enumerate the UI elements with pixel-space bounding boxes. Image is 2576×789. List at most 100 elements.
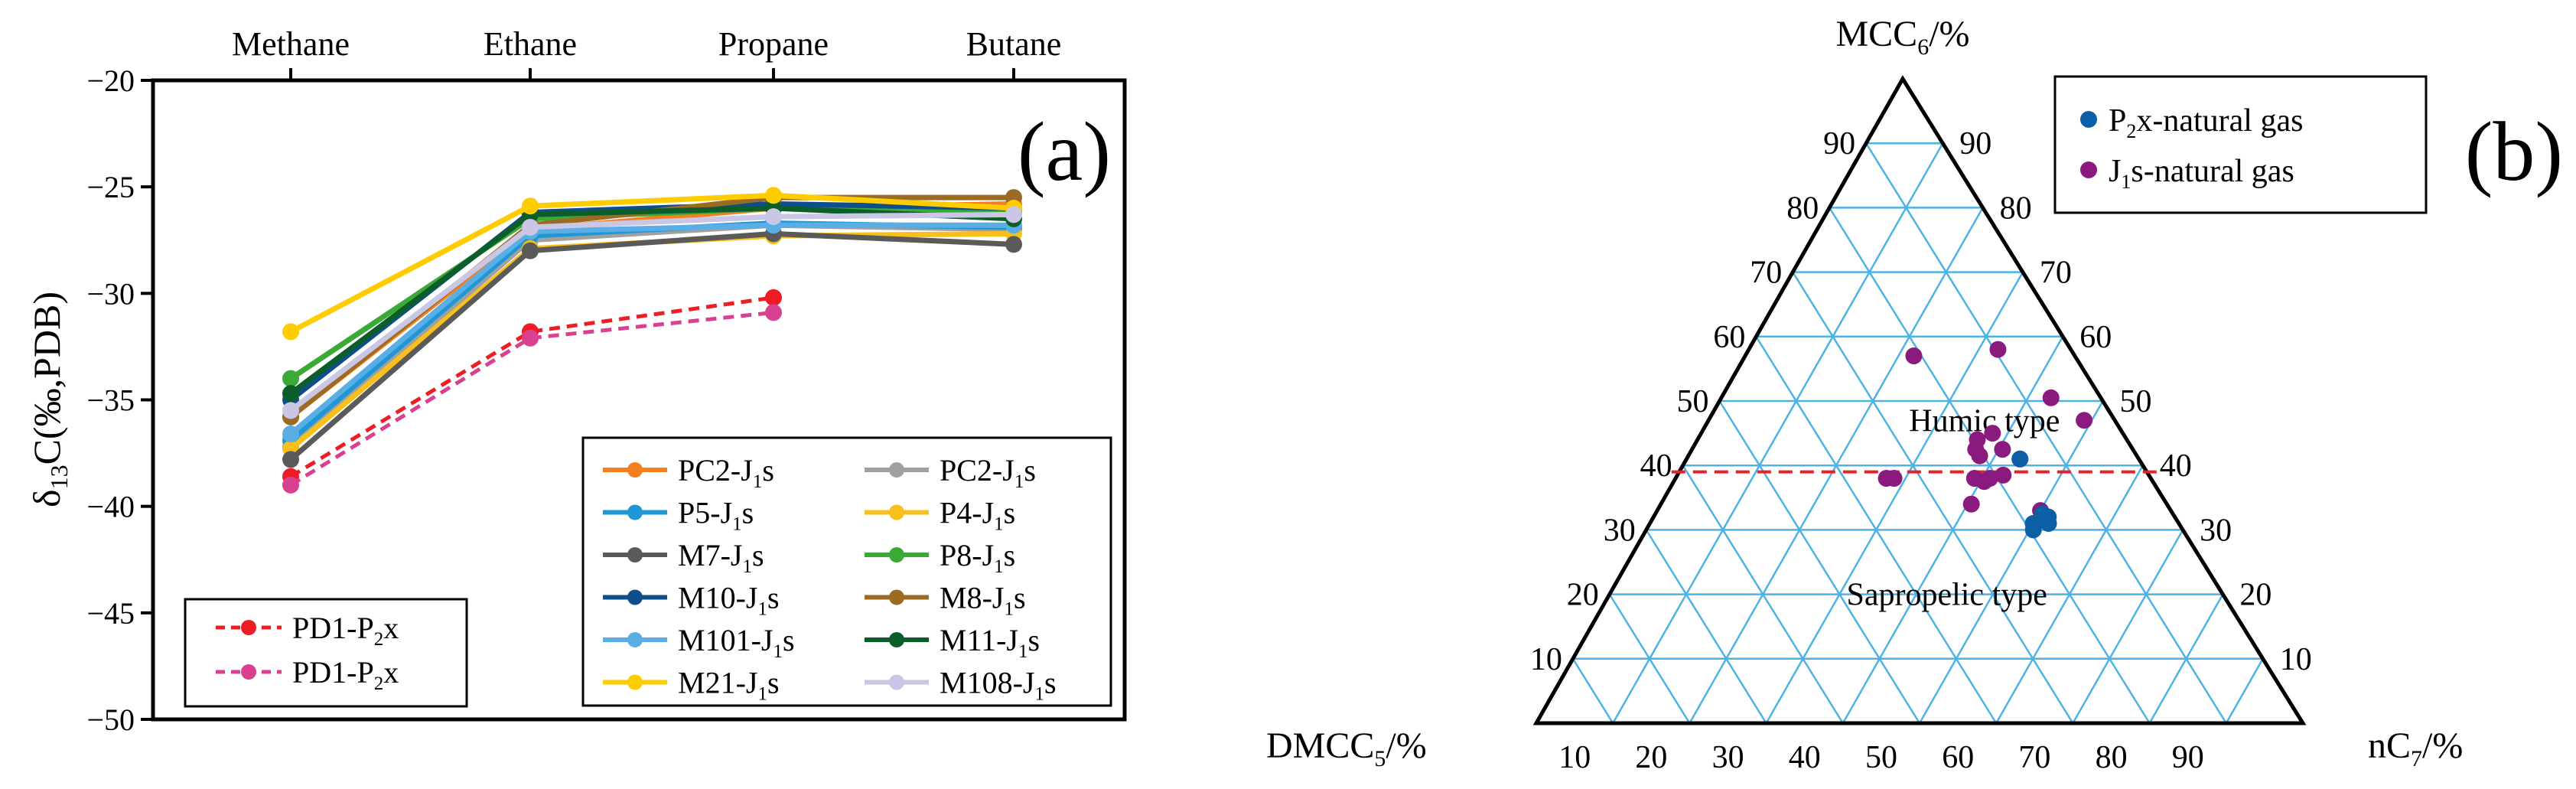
data-point xyxy=(1994,441,2011,458)
legend-label: PD1-P2x xyxy=(292,655,399,694)
legend-label: P5-J1s xyxy=(678,496,754,535)
panel-a-ticks xyxy=(141,68,1015,721)
series-line xyxy=(288,230,1014,462)
legend-swatch-marker xyxy=(889,547,904,562)
ternary-grid-line xyxy=(1865,142,2227,724)
legend-swatch-marker xyxy=(241,664,256,680)
data-point xyxy=(1005,236,1022,253)
series-line xyxy=(289,310,774,487)
left-edge-label: 60 xyxy=(1713,320,1745,355)
axis-title-nc7: nC7/% xyxy=(2368,725,2463,771)
right-edge-label: 80 xyxy=(2000,191,2032,226)
data-point xyxy=(282,370,299,387)
right-edge-label: 40 xyxy=(2160,448,2192,484)
legend-item-m10-j1s-6: M10-J1s xyxy=(603,581,780,620)
ternary-grid-line xyxy=(1645,529,1767,724)
data-point xyxy=(1995,466,2012,484)
data-point xyxy=(765,304,782,321)
y-tick-label: −30 xyxy=(86,276,135,311)
bottom-edge-label: 90 xyxy=(2172,740,2204,775)
legend-frame xyxy=(2053,75,2428,214)
panel-a-category-labels: Methane Ethane Propane Butane xyxy=(232,25,1061,63)
legend-swatch-marker xyxy=(889,504,904,520)
data-point xyxy=(282,476,299,494)
data-point xyxy=(2011,450,2029,468)
data-point xyxy=(282,425,299,443)
x-category-label-propane: Propane xyxy=(718,25,829,63)
panel-a-legend-dashed: PD1-P2x PD1-P2x xyxy=(184,598,468,708)
bottom-edge-label: 50 xyxy=(1865,740,1897,775)
ternary-grid-line xyxy=(1682,465,1844,724)
y-tick-label: −25 xyxy=(86,170,135,204)
x-category-label-methane: Methane xyxy=(232,25,350,63)
legend-item-m11-j1s-9: M11-J1s xyxy=(865,623,1040,662)
series-line xyxy=(289,295,774,478)
left-edge-label: 30 xyxy=(1604,513,1636,548)
data-point xyxy=(282,323,299,341)
right-edge-label: 70 xyxy=(2040,256,2072,291)
legend-label: P2x-natural gas xyxy=(2109,103,2303,142)
series-pd1-p2x-13 xyxy=(282,304,782,494)
legend-label: M11-J1s xyxy=(940,623,1040,662)
data-point xyxy=(522,329,539,347)
ternary-grid-line xyxy=(2072,529,2184,724)
panel-a-label: (a) xyxy=(1018,105,1111,198)
data-point xyxy=(1971,447,1988,465)
legend-item-pd1-p2x-13: PD1-P2x xyxy=(216,655,399,694)
bottom-edge-label: 10 xyxy=(1558,740,1591,775)
panel-a-legend-main: PC2-J1s PC2-J1s P5-J1s P4-J1s M7-J1s P8-J1s M1… xyxy=(581,436,1112,707)
data-point xyxy=(522,242,539,259)
legend-label: P8-J1s xyxy=(940,538,1015,577)
legend-label: M101-J1s xyxy=(678,623,795,662)
legend-label: PD1-P2x xyxy=(292,611,399,650)
legend-swatch-marker xyxy=(2080,161,2097,178)
legend-label: J1s-natural gas xyxy=(2109,154,2294,193)
bottom-edge-label: 20 xyxy=(1635,740,1667,775)
x-category-label-butane: Butane xyxy=(966,25,1062,63)
ternary-grid-line xyxy=(1612,142,1944,724)
legend-dashed-frame xyxy=(184,598,468,708)
legend-item-pd1-p2x-12: PD1-P2x xyxy=(216,611,399,650)
legend-label: M7-J1s xyxy=(678,538,764,577)
legend-label: PC2-J1s xyxy=(940,453,1036,492)
legend-item-m7-j1s-4: M7-J1s xyxy=(603,538,764,577)
data-point xyxy=(1989,341,2007,358)
legend-item-p8-j1s-5: P8-J1s xyxy=(865,538,1015,577)
data-point xyxy=(765,208,782,226)
ternary-grid-line xyxy=(1792,271,2074,724)
legend-label: M21-J1s xyxy=(678,666,780,705)
data-point xyxy=(1984,425,2001,442)
legend-swatch-marker xyxy=(241,620,256,635)
left-edge-label: 80 xyxy=(1786,191,1819,226)
data-point xyxy=(1885,470,1903,487)
x-category-label-ethane: Ethane xyxy=(484,25,577,63)
right-edge-label: 30 xyxy=(2200,513,2232,548)
ternary-grid-line xyxy=(1918,400,2104,724)
data-point xyxy=(2076,412,2093,429)
legend-item-p2x-natural-gas: P2x-natural gas xyxy=(2080,103,2303,142)
left-edge-label: 20 xyxy=(1567,578,1599,613)
ternary-grid-line xyxy=(1608,593,1691,724)
legend-swatch-marker xyxy=(627,462,643,478)
legend-label: PC2-J1s xyxy=(678,453,774,492)
left-edge-label: 90 xyxy=(1823,126,1855,161)
ternary-grid-line xyxy=(1995,465,2144,724)
legend-swatch-marker xyxy=(889,589,904,605)
legend-swatch-marker xyxy=(627,504,643,520)
y-tick-label: −45 xyxy=(86,596,135,631)
data-point xyxy=(522,197,539,215)
legend-swatch-marker xyxy=(627,674,643,690)
legend-main-frame xyxy=(581,436,1112,707)
panel-b-points xyxy=(1877,341,2093,539)
legend-swatch-marker xyxy=(627,632,643,647)
legend-item-p4-j1s-3: P4-J1s xyxy=(865,496,1015,535)
legend-label: M10-J1s xyxy=(678,581,780,620)
right-edge-label: 50 xyxy=(2120,384,2152,419)
series-line xyxy=(288,211,1014,413)
data-point xyxy=(765,289,782,306)
legend-label: P4-J1s xyxy=(940,496,1015,535)
left-edge-label: 70 xyxy=(1750,256,1782,291)
bottom-edge-label: 30 xyxy=(1712,740,1744,775)
data-point xyxy=(282,385,299,403)
